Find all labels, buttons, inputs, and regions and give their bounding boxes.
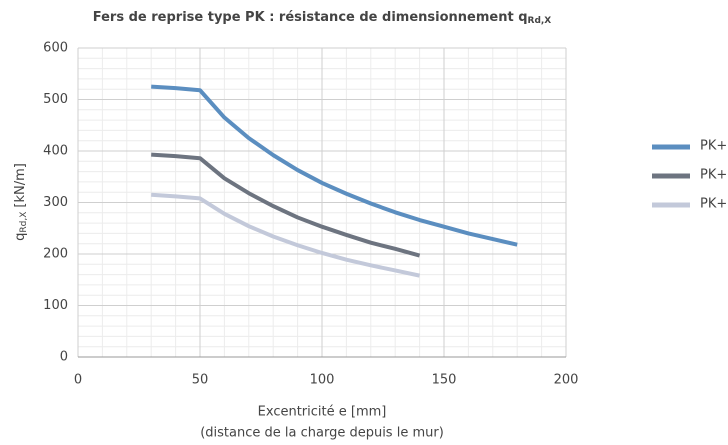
title-main: Fers de reprise type PK : résistance de … [93, 10, 528, 25]
series-line [151, 84, 518, 247]
x-tick-label: 0 [74, 373, 82, 388]
y-tick-label: 0 [60, 350, 68, 365]
y-axis-label: qRd,X [kN/m] [13, 163, 29, 241]
x-tick-label: 50 [192, 373, 209, 388]
y-label-main: q [13, 233, 28, 241]
y-tick-label: 500 [43, 92, 68, 107]
title-subscript: Rd,X [528, 16, 552, 26]
y-tick-label: 200 [43, 247, 68, 262]
chart-title: Fers de reprise type PK : résistance de … [93, 10, 552, 26]
legend-label: PK+1724 [700, 168, 728, 183]
y-tick-label: 100 [43, 298, 68, 313]
y-tick-label: 400 [43, 144, 68, 159]
x-axis-note: (distance de la charge depuis le mur) [200, 426, 444, 441]
x-tick-label: 150 [432, 373, 457, 388]
x-axis-label: Excentricité e [mm] [258, 405, 387, 420]
y-label-unit: [kN/m] [13, 163, 28, 207]
x-tick-label: 200 [554, 373, 579, 388]
y-tick-label: 300 [43, 195, 68, 210]
x-tick-label: 100 [310, 373, 335, 388]
legend-label: PK+2226 [700, 139, 728, 154]
y-label-subscript: Rd,X [19, 212, 29, 233]
legend-label: PK+1422 [700, 197, 728, 212]
series-line [151, 152, 421, 258]
series-line [151, 192, 421, 278]
y-tick-label: 600 [43, 41, 68, 56]
